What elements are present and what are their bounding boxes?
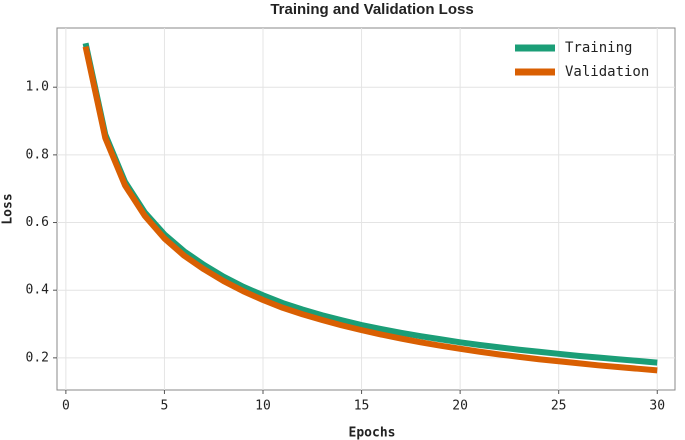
- x-tick-label: 30: [649, 399, 665, 414]
- y-tick-label: 1.0: [26, 80, 49, 95]
- x-axis-label: Epochs: [349, 426, 396, 440]
- line-series: [82, 45, 658, 374]
- x-tick-label: 15: [354, 399, 370, 414]
- legend-label: Validation: [565, 64, 649, 80]
- y-tick-label: 0.8: [26, 147, 49, 162]
- y-tick-label: 0.2: [26, 350, 49, 365]
- x-tick-label: 0: [62, 399, 70, 414]
- plot-area: [56, 27, 676, 391]
- y-axis-label: Loss: [1, 193, 16, 224]
- chart-title: Training and Validation Loss: [270, 1, 473, 18]
- x-tick-label: 25: [551, 399, 567, 414]
- line-series: [82, 42, 658, 366]
- legend-label: Training: [565, 40, 632, 56]
- x-tick-label: 20: [452, 399, 468, 414]
- x-tick-label: 10: [255, 399, 271, 414]
- y-tick-label: 0.6: [26, 215, 49, 230]
- x-tick-label: 5: [161, 399, 169, 414]
- y-tick-label: 0.4: [26, 283, 50, 298]
